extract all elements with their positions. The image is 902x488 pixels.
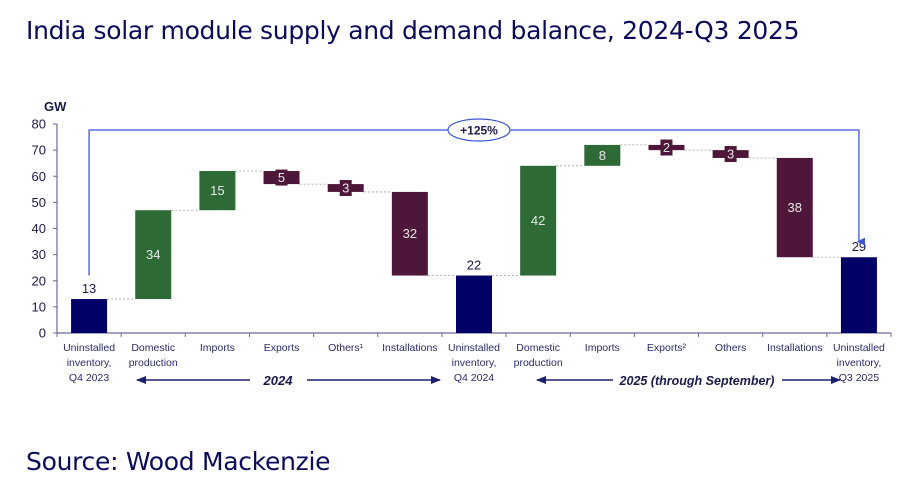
bar-value-label: 3	[342, 181, 349, 196]
bar-value-label: 13	[82, 281, 96, 296]
x-category-label: Exports	[264, 342, 300, 354]
bar-value-label: 8	[599, 148, 606, 163]
bar-value-label: 22	[467, 258, 481, 273]
bar-inventory	[71, 299, 108, 333]
bar-value-label: 32	[403, 226, 417, 241]
bar-increase	[584, 144, 621, 166]
x-category-label: Uninstalled	[833, 342, 885, 354]
x-category-label: Domestic	[516, 342, 560, 354]
bar-increase	[520, 165, 557, 276]
period-label-2024: 2024	[263, 373, 294, 388]
bar-increase	[199, 171, 236, 211]
bar-label-badge	[339, 180, 352, 197]
bar-label-badge	[724, 146, 737, 163]
x-category-label: Imports	[200, 342, 235, 354]
bar-inventory	[840, 257, 877, 333]
x-category-label: production	[129, 357, 178, 369]
x-category-label: inventory,	[452, 357, 497, 369]
x-category-label: Installations	[767, 342, 822, 354]
page-title: India solar module supply and demand bal…	[26, 16, 800, 45]
y-tick-label: 20	[32, 273, 46, 288]
x-category-label: Imports	[585, 342, 620, 354]
bar-value-label: 2	[663, 140, 670, 155]
x-category-label: Others	[715, 342, 747, 354]
x-category-label: inventory,	[837, 357, 882, 369]
y-tick-label: 70	[32, 143, 46, 158]
y-tick-label: 0	[39, 326, 46, 341]
x-category-label: Q3 2025	[839, 372, 879, 384]
bar-label-badge	[660, 139, 673, 156]
bar-decrease	[391, 191, 428, 276]
x-category-label: Q4 2023	[69, 372, 109, 384]
growth-badge	[447, 118, 511, 142]
y-tick-label: 80	[32, 117, 46, 132]
y-tick-label: 10	[32, 299, 46, 314]
period-label-2025: 2025 (through September)	[619, 374, 775, 388]
bar-value-label: 5	[278, 170, 285, 185]
bar-value-label: 15	[210, 183, 224, 198]
y-tick-label: 60	[32, 169, 46, 184]
y-axis-label: GW	[44, 99, 67, 114]
x-category-label: Uninstalled	[63, 342, 115, 354]
y-tick-label: 50	[32, 195, 46, 210]
x-category-label: Others¹	[328, 342, 364, 354]
x-category-label: Installations	[382, 342, 437, 354]
x-category-label: Q4 2024	[454, 372, 494, 384]
x-category-label: Exports²	[647, 342, 687, 354]
bar-decrease	[776, 157, 813, 258]
bar-value-label: 38	[788, 200, 802, 215]
x-category-label: Uninstalled	[448, 342, 500, 354]
bar-inventory	[456, 275, 492, 333]
x-category-label: production	[514, 357, 563, 369]
bar-label-badge	[275, 169, 288, 186]
bar-value-label: 42	[531, 213, 545, 228]
growth-badge-label: +125%	[460, 124, 498, 138]
y-tick-label: 40	[32, 221, 46, 236]
bar-value-label: 34	[146, 247, 160, 262]
bar-value-label: 3	[727, 147, 734, 162]
y-tick-label: 30	[32, 247, 46, 262]
bar-increase	[135, 210, 172, 300]
x-category-label: Domestic	[131, 342, 175, 354]
x-category-label: inventory,	[67, 357, 112, 369]
source-note: Source: Wood Mackenzie	[26, 447, 331, 476]
